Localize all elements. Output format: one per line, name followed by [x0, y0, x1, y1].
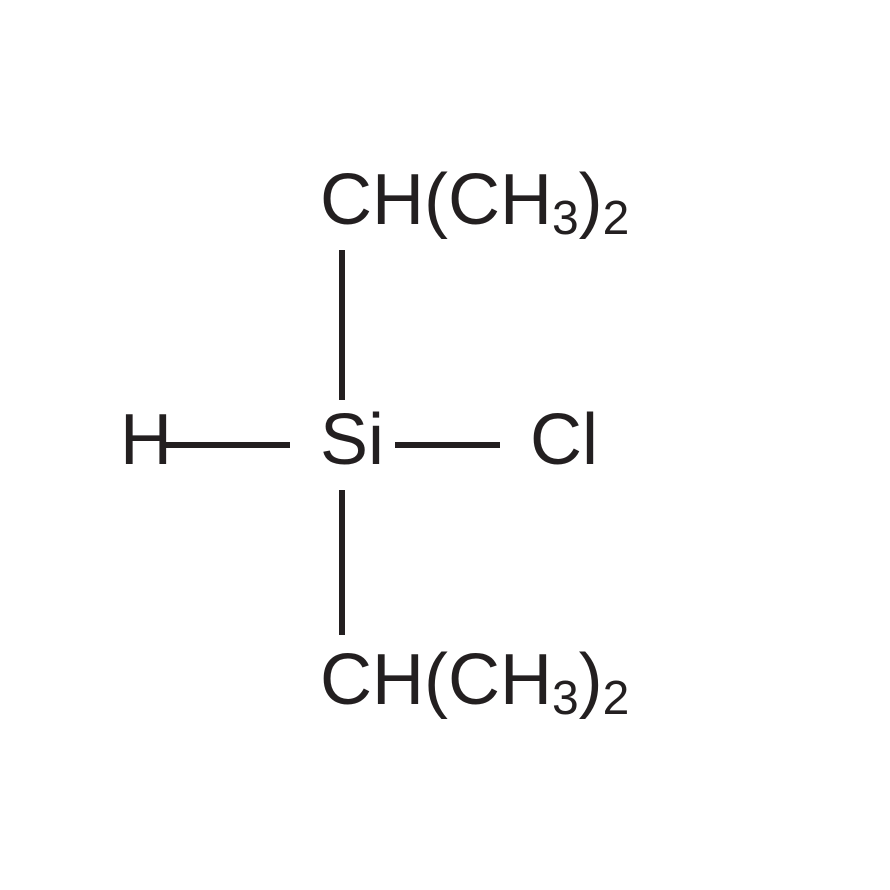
- atom-Si: Si: [320, 400, 384, 480]
- atom-bot: CH(CH3)2: [320, 640, 629, 725]
- atom-Cl: Cl: [530, 400, 598, 480]
- atom-H: H: [120, 400, 172, 480]
- chemical-structure: H Si Cl CH(CH3)2 CH(CH3)2: [0, 0, 890, 890]
- atom-top: CH(CH3)2: [320, 160, 629, 245]
